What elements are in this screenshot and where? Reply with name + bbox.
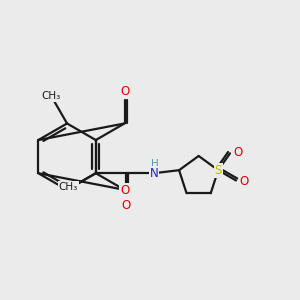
Text: S: S — [214, 164, 222, 177]
Text: O: O — [240, 175, 249, 188]
Text: O: O — [234, 146, 243, 158]
Text: O: O — [120, 85, 129, 98]
Text: H: H — [151, 159, 158, 169]
Text: CH₃: CH₃ — [58, 182, 78, 192]
Text: N: N — [149, 167, 158, 180]
Text: CH₃: CH₃ — [41, 91, 60, 101]
Text: O: O — [121, 199, 130, 212]
Text: O: O — [120, 184, 129, 197]
